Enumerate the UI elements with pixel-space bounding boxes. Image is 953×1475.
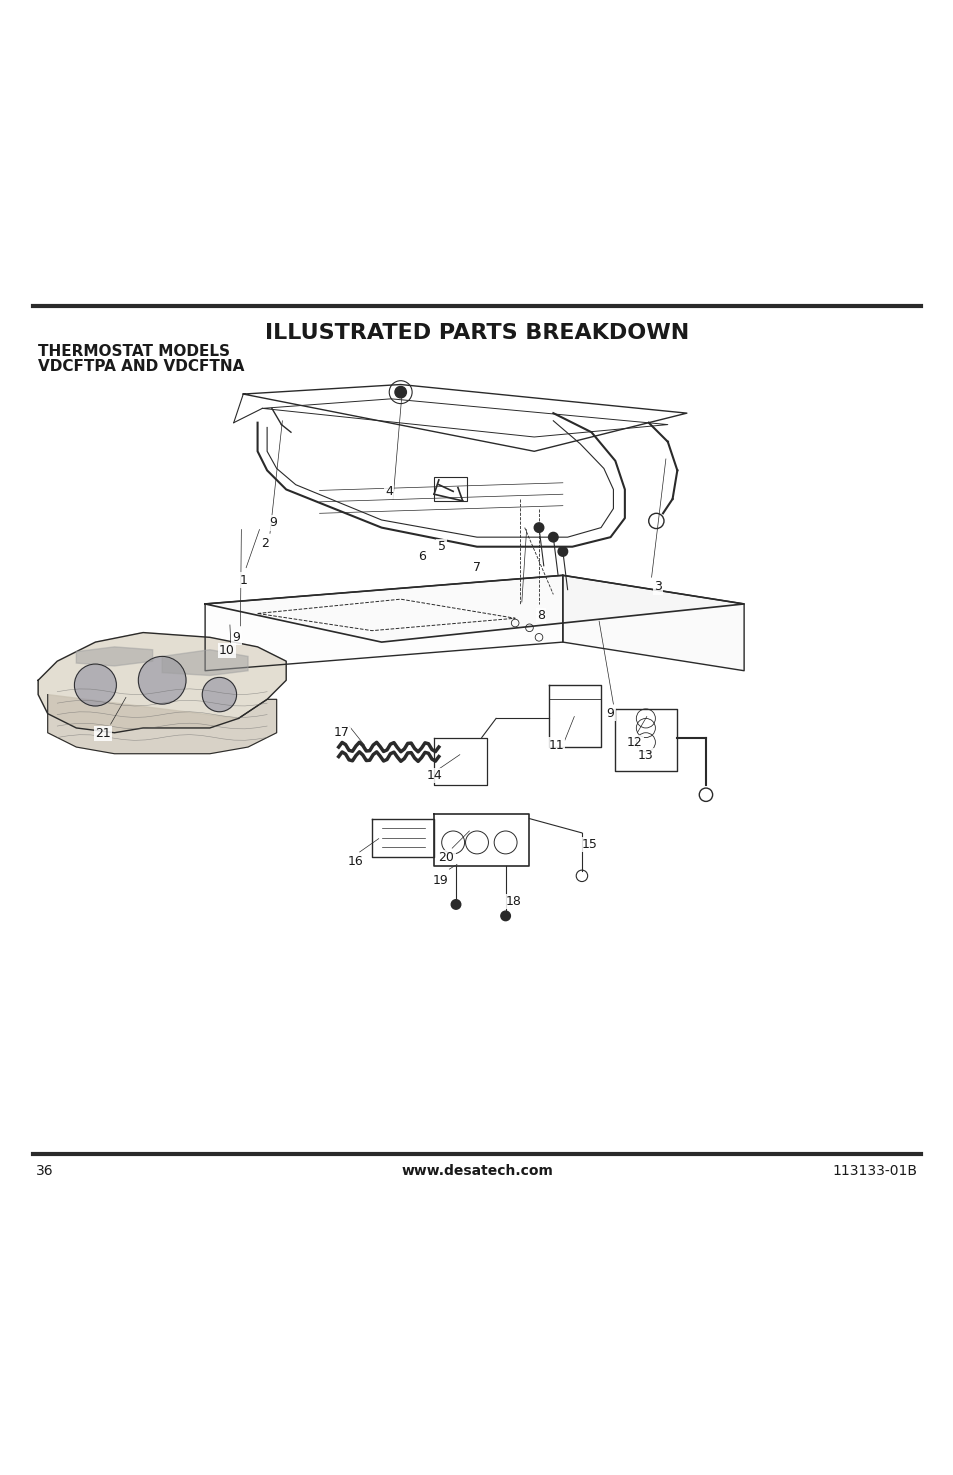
Text: VDCFTPA AND VDCFTNA: VDCFTPA AND VDCFTNA (38, 358, 244, 373)
Text: 21: 21 (95, 727, 111, 740)
Circle shape (548, 532, 558, 541)
Text: 19: 19 (433, 875, 448, 886)
Text: 3: 3 (654, 580, 661, 593)
Text: 7: 7 (473, 560, 480, 574)
Text: 13: 13 (638, 749, 653, 763)
Circle shape (138, 656, 186, 704)
Text: THERMOSTAT MODELS: THERMOSTAT MODELS (38, 345, 230, 360)
Circle shape (74, 664, 116, 707)
Text: 12: 12 (626, 736, 641, 749)
Text: 10: 10 (219, 645, 234, 658)
Text: 11: 11 (548, 739, 563, 752)
Text: 8: 8 (537, 609, 544, 622)
Text: 9: 9 (269, 516, 276, 530)
Text: 36: 36 (36, 1164, 53, 1179)
Circle shape (558, 547, 567, 556)
Polygon shape (38, 633, 286, 733)
Text: 15: 15 (581, 838, 597, 851)
Text: 2: 2 (261, 537, 269, 550)
Text: www.desatech.com: www.desatech.com (400, 1164, 553, 1179)
Text: 17: 17 (334, 726, 349, 739)
Polygon shape (162, 649, 248, 676)
Text: 113133-01B: 113133-01B (832, 1164, 917, 1179)
Circle shape (395, 386, 406, 398)
Polygon shape (76, 648, 152, 665)
Circle shape (202, 677, 236, 712)
Text: 16: 16 (348, 855, 363, 867)
Text: 1: 1 (239, 574, 247, 587)
Circle shape (500, 912, 510, 920)
Text: 18: 18 (505, 895, 520, 909)
Circle shape (534, 522, 543, 532)
Polygon shape (205, 575, 743, 642)
Circle shape (451, 900, 460, 909)
Text: ILLUSTRATED PARTS BREAKDOWN: ILLUSTRATED PARTS BREAKDOWN (265, 323, 688, 342)
Text: 20: 20 (438, 851, 454, 864)
Text: 4: 4 (385, 485, 393, 499)
Polygon shape (205, 575, 562, 671)
Polygon shape (562, 575, 743, 671)
Text: 14: 14 (426, 768, 441, 782)
Text: 5: 5 (437, 540, 445, 553)
Text: 9: 9 (606, 707, 614, 720)
Polygon shape (48, 695, 276, 754)
Text: 6: 6 (417, 550, 425, 563)
Text: 9: 9 (233, 631, 240, 643)
